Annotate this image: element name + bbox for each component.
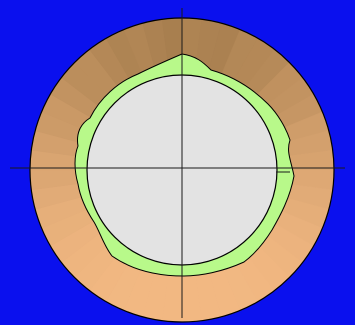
cross-section-diagram — [10, 8, 345, 323]
